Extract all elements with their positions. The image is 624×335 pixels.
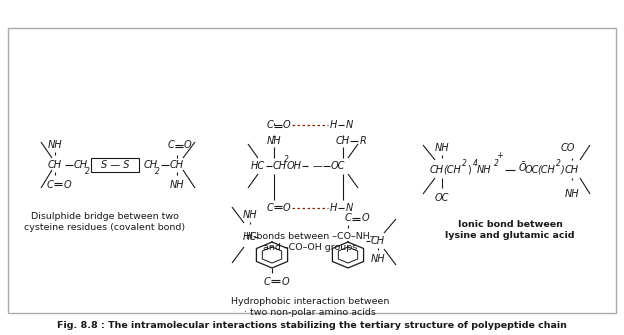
Text: —: —: [312, 161, 322, 171]
Text: C: C: [168, 140, 174, 150]
Text: C: C: [47, 180, 54, 190]
Text: O: O: [183, 140, 191, 150]
Text: Hydrophobic interaction between
· two non-polar amino acids: Hydrophobic interaction between · two no…: [231, 297, 389, 317]
Text: NH: NH: [47, 140, 62, 150]
Text: 2: 2: [283, 154, 288, 163]
Text: OH: OH: [286, 161, 301, 171]
Text: S — S: S — S: [100, 160, 129, 170]
Text: (CH: (CH: [537, 165, 555, 175]
Text: C: C: [266, 120, 273, 130]
Text: HC: HC: [243, 232, 257, 242]
Text: N: N: [345, 120, 353, 130]
Text: CH: CH: [144, 160, 158, 170]
Text: O: O: [63, 180, 71, 190]
Text: 2: 2: [85, 168, 89, 177]
Text: OC: OC: [525, 165, 539, 175]
Text: O: O: [361, 213, 369, 223]
Bar: [91, 158, 139, 172]
Text: OC: OC: [435, 193, 449, 203]
Text: NH: NH: [477, 165, 491, 175]
Text: H-bonds between –CO–NH–
and –CO–OH groups: H-bonds between –CO–NH– and –CO–OH group…: [246, 232, 374, 252]
Text: C: C: [344, 213, 351, 223]
Text: 2: 2: [555, 158, 560, 168]
Text: CH: CH: [74, 160, 88, 170]
Text: R: R: [359, 136, 366, 146]
Text: 2: 2: [462, 158, 466, 168]
Text: CH: CH: [273, 161, 287, 171]
Text: O: O: [282, 203, 290, 213]
Text: +: +: [497, 150, 504, 159]
Text: CH: CH: [565, 165, 579, 175]
Text: NH: NH: [170, 180, 184, 190]
Text: CH: CH: [170, 160, 184, 170]
Text: Disulphide bridge between two
cysteine residues (covalent bond): Disulphide bridge between two cysteine r…: [24, 212, 185, 232]
Text: NH: NH: [243, 210, 257, 220]
Text: Ō: Ō: [518, 163, 526, 173]
Text: NH: NH: [371, 254, 385, 264]
Text: OC: OC: [331, 161, 345, 171]
Text: NH: NH: [266, 136, 281, 146]
Text: 4: 4: [472, 158, 477, 168]
Text: NH: NH: [565, 189, 579, 199]
Bar: [8, 28, 616, 313]
Text: CH: CH: [336, 136, 350, 146]
Text: CH: CH: [371, 236, 385, 246]
Text: HC: HC: [251, 161, 265, 171]
Text: ): ): [560, 165, 564, 175]
Text: H: H: [329, 203, 337, 213]
Text: O: O: [282, 120, 290, 130]
Text: (CH: (CH: [443, 165, 461, 175]
Text: CO: CO: [561, 143, 575, 153]
Text: 2: 2: [494, 158, 499, 168]
Text: 2: 2: [155, 168, 160, 177]
Text: O: O: [281, 277, 289, 287]
Text: CH: CH: [48, 160, 62, 170]
Text: N: N: [345, 203, 353, 213]
Text: H: H: [329, 120, 337, 130]
Text: ): ): [467, 165, 471, 175]
Text: Fig. 8.8 : The intramolecular interactions stabilizing the tertiary structure of: Fig. 8.8 : The intramolecular interactio…: [57, 321, 567, 330]
Text: NH: NH: [435, 143, 449, 153]
Text: CH: CH: [430, 165, 444, 175]
Text: Ionic bond between
lysine and glutamic acid: Ionic bond between lysine and glutamic a…: [446, 220, 575, 240]
Text: C: C: [263, 277, 270, 287]
Text: C: C: [266, 203, 273, 213]
